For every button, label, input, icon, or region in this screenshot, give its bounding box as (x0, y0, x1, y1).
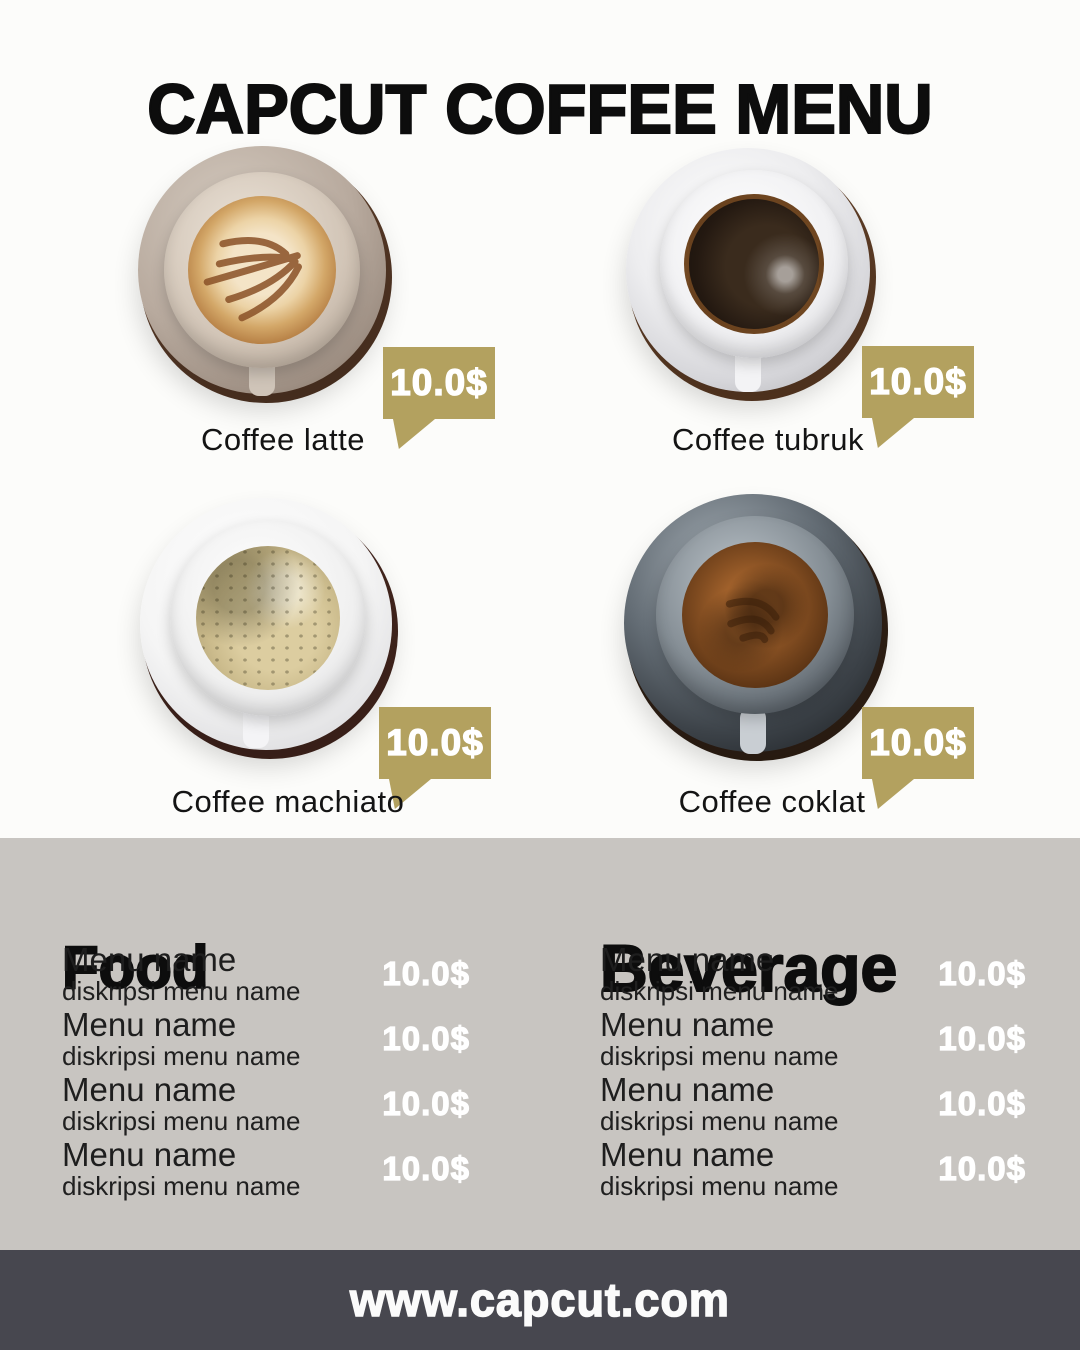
latte-photo (138, 146, 392, 403)
menu-item-text: Menu name diskripsi menu name (600, 1072, 838, 1135)
price-value: 10.0$ (386, 721, 484, 763)
menu-item: Menu name diskripsi menu name 10.0$ (62, 942, 470, 1005)
menu-item-desc: diskripsi menu name (600, 976, 839, 1006)
menu-item-price: 10.0$ (382, 1084, 470, 1122)
menu-item-desc: diskripsi menu name (600, 1041, 839, 1071)
coffee-surface (196, 546, 340, 690)
menu-item-price: 10.0$ (938, 1019, 1026, 1057)
menu-item-price: 10.0$ (938, 954, 1026, 992)
price-tag: 10.0$ (862, 707, 974, 809)
coffee-surface (684, 194, 824, 334)
product-label: Coffee coklat (678, 784, 866, 819)
menu-item-text: Menu name diskripsi menu name (62, 1137, 300, 1200)
menu-item-desc: diskripsi menu name (62, 1171, 301, 1201)
menu-item: Menu name diskripsi menu name 10.0$ (600, 1007, 1026, 1070)
menu-item-price: 10.0$ (382, 954, 470, 992)
menu-item-desc: diskripsi menu name (62, 1041, 301, 1071)
menu-item-desc: diskripsi menu name (62, 1106, 301, 1136)
cup-handle (740, 708, 766, 754)
menu-item-desc: diskripsi menu name (600, 1106, 839, 1136)
latte-art-leaf (203, 237, 302, 322)
menu-item-price: 10.0$ (382, 1149, 470, 1187)
menu-item-name: Menu name (600, 1136, 775, 1173)
beverage-menu-list: Menu name diskripsi menu name 10.0$ Menu… (600, 942, 1026, 1202)
price-bubble (383, 347, 495, 419)
menu-item-name: Menu name (600, 1006, 775, 1043)
price-value: 10.0$ (390, 361, 488, 403)
menu-item: Menu name diskripsi menu name 10.0$ (62, 1137, 470, 1200)
price-value: 10.0$ (869, 721, 967, 763)
tubruk-photo (626, 148, 876, 401)
website-url: www.capcut.com (349, 1272, 730, 1327)
menu-item-text: Menu name diskripsi menu name (62, 1007, 300, 1070)
menu-item-desc: diskripsi menu name (600, 1171, 839, 1201)
menu-item-text: Menu name diskripsi menu name (62, 1072, 300, 1135)
product-label: Coffee latte (201, 422, 365, 457)
page-title: CAPCUT COFFEE MENU (146, 69, 933, 149)
menu-item: Menu name diskripsi menu name 10.0$ (62, 1007, 470, 1070)
coffee-surface (682, 542, 828, 688)
menu-item-price: 10.0$ (938, 1084, 1026, 1122)
menu-item-name: Menu name (62, 1136, 237, 1173)
food-heading: Food (61, 933, 210, 1001)
menu-item-text: Menu name diskripsi menu name (600, 1137, 838, 1200)
menu-item: Menu name diskripsi menu name 10.0$ (600, 942, 1026, 1005)
menu-item-name: Menu name (62, 1071, 237, 1108)
menu-item: Menu name diskripsi menu name 10.0$ (62, 1072, 470, 1135)
coklat-photo (624, 494, 888, 761)
menu-panel (0, 838, 1080, 1250)
price-bubble (379, 707, 491, 779)
menu-item-text: Menu name diskripsi menu name (600, 942, 838, 1005)
food-menu-list: Menu name diskripsi menu name 10.0$ Menu… (62, 942, 470, 1202)
product-label: Coffee tubruk (671, 422, 865, 457)
price-tag: 10.0$ (383, 347, 495, 449)
menu-item: Menu name diskripsi menu name 10.0$ (600, 1072, 1026, 1135)
price-tag: 10.0$ (379, 707, 491, 809)
coffee-surface (188, 196, 336, 344)
menu-item: Menu name diskripsi menu name 10.0$ (600, 1137, 1026, 1200)
price-value: 10.0$ (869, 360, 967, 402)
menu-item-price: 10.0$ (938, 1149, 1026, 1187)
menu-item-text: Menu name diskripsi menu name (62, 942, 300, 1005)
menu-item-name: Menu name (600, 941, 775, 978)
price-bubble (862, 346, 974, 418)
beverage-heading: Beverage (599, 930, 898, 1005)
menu-item-name: Menu name (600, 1071, 775, 1108)
price-tag: 10.0$ (862, 346, 974, 448)
menu-item-name: Menu name (62, 941, 237, 978)
menu-item-text: Menu name diskripsi menu name (600, 1007, 838, 1070)
menu-item-desc: diskripsi menu name (62, 976, 301, 1006)
price-bubble (862, 707, 974, 779)
menu-item-name: Menu name (62, 1006, 237, 1043)
machiato-photo (140, 498, 398, 759)
foam-swirl (725, 597, 780, 644)
product-label: Coffee machiato (171, 784, 405, 819)
menu-item-price: 10.0$ (382, 1019, 470, 1057)
footer-bar: www.capcut.com (0, 1250, 1080, 1350)
